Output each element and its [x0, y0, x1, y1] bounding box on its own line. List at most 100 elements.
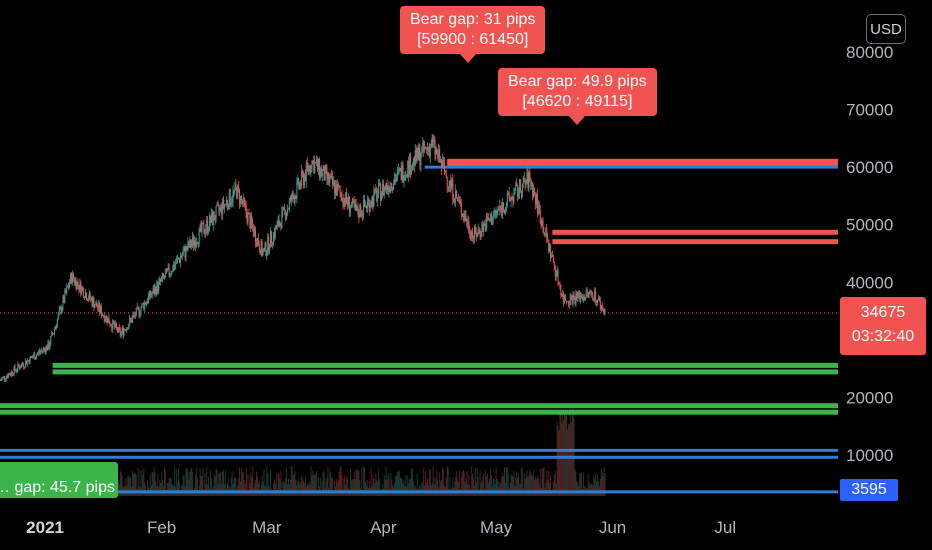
- volume-bar: [243, 480, 245, 496]
- volume-bar: [129, 477, 131, 496]
- volume-bar: [300, 482, 302, 496]
- volume-bar: [526, 470, 528, 496]
- candle-body: [225, 200, 227, 204]
- candle-body: [77, 281, 79, 286]
- volume-bar: [433, 477, 435, 496]
- candle-body: [73, 279, 75, 284]
- volume-bar: [401, 479, 403, 496]
- volume-bar: [446, 466, 448, 496]
- callout-range: [46620 : 49115]: [522, 93, 633, 110]
- candle-body: [401, 165, 403, 180]
- candle-body: [466, 221, 468, 226]
- candle-body: [70, 273, 72, 283]
- volume-bar: [534, 479, 536, 496]
- volume-bar: [364, 481, 366, 496]
- volume-bar: [569, 408, 571, 496]
- candle-body: [513, 193, 515, 202]
- candlesticks: [0, 133, 606, 383]
- candle-body: [245, 205, 247, 214]
- candle-body: [305, 162, 307, 181]
- candle-body: [470, 234, 472, 239]
- candle-body: [565, 296, 567, 302]
- volume-bar: [218, 472, 220, 496]
- volume-bar: [213, 473, 215, 496]
- bear-gap-zone-bottom: [447, 162, 838, 168]
- volume-bar: [127, 475, 129, 496]
- candle-body: [104, 319, 106, 322]
- volume-bar: [591, 483, 593, 496]
- volume-bar: [142, 475, 144, 496]
- candle-body: [197, 243, 199, 245]
- candle-body: [59, 307, 61, 310]
- volume-bar: [488, 478, 490, 496]
- bear-gap-callout-2[interactable]: Bear gap: 49.9 pips [46620 : 49115]: [498, 68, 657, 125]
- volume-bar: [602, 476, 604, 496]
- volume-bar: [241, 471, 243, 496]
- volume-bar: [588, 481, 590, 496]
- candle-body: [137, 306, 139, 308]
- candle-body: [72, 273, 74, 280]
- candle-body: [346, 192, 348, 202]
- candle-body: [347, 201, 349, 206]
- volume-bar: [566, 428, 568, 496]
- candle-body: [449, 180, 451, 187]
- candle-body: [235, 183, 237, 188]
- volume-bar: [249, 483, 251, 496]
- volume-bar: [217, 484, 219, 496]
- candle-body: [284, 206, 286, 210]
- price-tick-label: 50000: [846, 216, 893, 235]
- volume-bar: [477, 476, 479, 496]
- candle-body: [377, 194, 379, 202]
- volume-bar: [256, 476, 258, 496]
- candle-body: [511, 197, 513, 199]
- candle-body: [497, 209, 499, 212]
- candle-body: [320, 168, 322, 177]
- candle-body: [476, 235, 478, 238]
- candle-body: [270, 231, 272, 249]
- volume-bar: [188, 479, 190, 496]
- volume-bar: [143, 468, 145, 496]
- volume-bar: [280, 471, 282, 496]
- volume-bar: [421, 482, 423, 496]
- candle-body: [211, 212, 213, 226]
- candle-body: [242, 197, 244, 205]
- volume-bar: [200, 475, 202, 496]
- volume-bar: [134, 473, 136, 496]
- candle-body: [434, 140, 436, 154]
- candle-body: [508, 192, 510, 199]
- volume-bar: [537, 477, 539, 496]
- volume-bar: [318, 477, 320, 496]
- currency-button[interactable]: USD: [866, 14, 906, 44]
- volume-bar: [378, 467, 380, 496]
- candle-body: [6, 376, 8, 380]
- gap-zones: [0, 158, 839, 415]
- bull-gap-callout[interactable]: … gap: 45.7 pips: [0, 462, 118, 498]
- volume-bar: [273, 479, 275, 496]
- bear-gap-callout-1[interactable]: Bear gap: 31 pips [59900 : 61450]: [400, 6, 546, 63]
- volume-bar: [519, 483, 521, 496]
- candle-body: [588, 292, 590, 298]
- volume-bar: [202, 467, 204, 496]
- candle-body: [291, 192, 293, 202]
- candle-body: [503, 202, 505, 210]
- volume-bar: [531, 474, 533, 496]
- volume-bar: [395, 475, 397, 496]
- volume-bar: [377, 481, 379, 496]
- candle-body: [287, 208, 289, 210]
- volume-bar: [388, 476, 390, 496]
- volume-bar: [255, 479, 257, 496]
- candle-body: [333, 180, 335, 185]
- volume-bar: [178, 469, 180, 496]
- candle-body: [269, 248, 271, 251]
- candle-body: [554, 266, 556, 277]
- bear-gap-zone-top: [552, 229, 838, 235]
- candle-body: [304, 174, 306, 181]
- candle-body: [11, 371, 13, 375]
- candle-body: [519, 179, 521, 192]
- volume-bar: [163, 467, 165, 496]
- candle-body: [253, 227, 255, 237]
- volume-bar: [256, 471, 258, 496]
- candle-body: [53, 333, 55, 335]
